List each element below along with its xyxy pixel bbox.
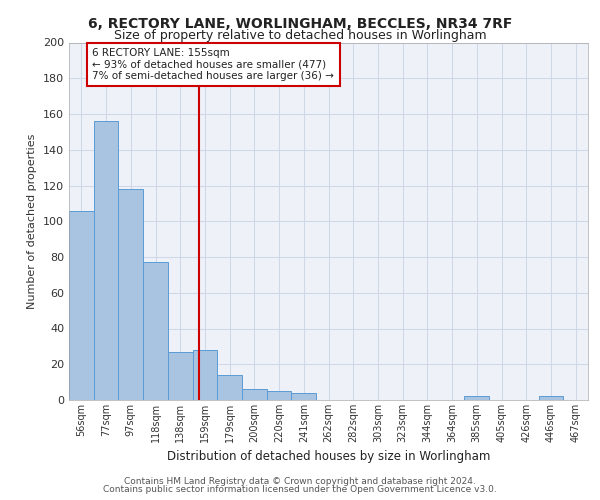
Bar [267, 391, 292, 400]
Bar [193, 350, 217, 400]
Text: 6 RECTORY LANE: 155sqm
← 93% of detached houses are smaller (477)
7% of semi-det: 6 RECTORY LANE: 155sqm ← 93% of detached… [92, 48, 334, 81]
Bar [94, 121, 118, 400]
Y-axis label: Number of detached properties: Number of detached properties [28, 134, 37, 309]
Bar [464, 396, 489, 400]
Text: 6, RECTORY LANE, WORLINGHAM, BECCLES, NR34 7RF: 6, RECTORY LANE, WORLINGHAM, BECCLES, NR… [88, 18, 512, 32]
Bar [217, 375, 242, 400]
X-axis label: Distribution of detached houses by size in Worlingham: Distribution of detached houses by size … [167, 450, 490, 464]
Bar [69, 210, 94, 400]
Bar [242, 390, 267, 400]
Text: Contains public sector information licensed under the Open Government Licence v3: Contains public sector information licen… [103, 485, 497, 494]
Bar [292, 393, 316, 400]
Bar [168, 352, 193, 400]
Text: Contains HM Land Registry data © Crown copyright and database right 2024.: Contains HM Land Registry data © Crown c… [124, 477, 476, 486]
Bar [539, 396, 563, 400]
Bar [143, 262, 168, 400]
Text: Size of property relative to detached houses in Worlingham: Size of property relative to detached ho… [113, 28, 487, 42]
Bar [118, 189, 143, 400]
